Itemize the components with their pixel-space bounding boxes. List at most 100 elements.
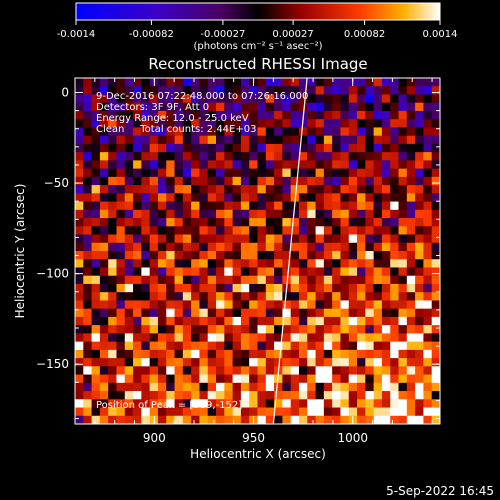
heatmap-cell: [116, 234, 126, 244]
heatmap-cell: [116, 382, 126, 392]
heatmap-cell: [298, 193, 308, 202]
heatmap-cell: [191, 382, 200, 392]
heatmap-cell: [124, 366, 134, 375]
heatmap-cell: [249, 242, 258, 252]
heatmap-cell: [141, 209, 151, 219]
heatmap-cell: [265, 415, 275, 424]
heatmap-cell: [290, 259, 300, 268]
heatmap-cell: [415, 275, 424, 285]
heatmap-cell: [141, 382, 151, 392]
heatmap-cell: [298, 391, 308, 400]
heatmap-cell: [99, 234, 109, 244]
heatmap-cell: [116, 283, 126, 293]
heatmap-cell: [224, 341, 234, 351]
heatmap-cell: [191, 160, 200, 170]
heatmap-cell: [149, 391, 159, 400]
heatmap-cell: [133, 218, 142, 227]
heatmap-cell: [340, 358, 350, 367]
heatmap-cell: [232, 234, 242, 244]
heatmap-cell: [406, 325, 416, 334]
heatmap-cell: [357, 201, 366, 211]
heatmap-cell: [381, 292, 391, 301]
heatmap-cell: [431, 176, 440, 186]
heatmap-cell: [166, 283, 175, 293]
heatmap-cell: [340, 94, 350, 104]
heatmap-cell: [191, 259, 200, 268]
heatmap-cell: [282, 366, 292, 375]
heatmap-cell: [406, 143, 416, 153]
heatmap-cell: [340, 152, 350, 161]
heatmap-cell: [157, 176, 167, 186]
heatmap-cell: [75, 218, 84, 227]
heatmap-cell: [307, 127, 316, 137]
heatmap-cell: [249, 341, 258, 351]
heatmap-cell: [373, 382, 383, 392]
info-clean-counts: Clean Total counts: 2.44E+03: [96, 124, 256, 135]
heatmap-cell: [423, 341, 433, 351]
heatmap-cell: [365, 143, 375, 153]
heatmap-cell: [323, 267, 333, 277]
heatmap-cell: [116, 110, 126, 120]
heatmap-cell: [99, 152, 109, 161]
heatmap-cell: [174, 407, 184, 417]
heatmap-cell: [224, 143, 234, 153]
heatmap-cell: [157, 119, 167, 128]
heatmap-cell: [257, 259, 267, 268]
heatmap-cell: [348, 185, 358, 194]
heatmap-cell: [282, 94, 292, 104]
heatmap-cell: [182, 283, 192, 293]
heatmap-cell: [232, 78, 242, 87]
heatmap-cell: [166, 143, 175, 153]
heatmap-cell: [332, 135, 341, 145]
heatmap-cell: [75, 341, 84, 351]
heatmap-cell: [83, 391, 92, 400]
heatmap-cell: [157, 152, 167, 161]
heatmap-cell: [174, 325, 184, 334]
heatmap-cell: [232, 325, 242, 334]
heatmap-cell: [381, 78, 391, 87]
heatmap-cell: [75, 259, 84, 268]
heatmap-cell: [365, 94, 375, 104]
heatmap-cell: [182, 391, 192, 400]
heatmap-cell: [323, 333, 333, 343]
heatmap-cell: [315, 209, 325, 219]
heatmap-cell: [381, 349, 391, 359]
heatmap-cell: [157, 94, 167, 104]
heatmap-cell: [182, 185, 192, 194]
heatmap-cell: [83, 226, 92, 235]
heatmap-cell: [332, 251, 341, 260]
heatmap-cell: [99, 399, 109, 408]
heatmap-cell: [207, 341, 217, 351]
x-tick-label: 900: [143, 431, 166, 445]
heatmap-cell: [257, 185, 267, 194]
heatmap-cell: [116, 333, 126, 343]
heatmap-cell: [240, 94, 250, 104]
heatmap-cell: [199, 94, 209, 104]
heatmap-cell: [83, 168, 92, 178]
heatmap-cell: [340, 308, 350, 318]
heatmap-cell: [216, 143, 225, 153]
heatmap-cell: [75, 251, 84, 260]
heatmap-cell: [423, 135, 433, 145]
heatmap-cell: [348, 218, 358, 227]
heatmap-cell: [216, 341, 225, 351]
heatmap-cell: [307, 275, 316, 285]
heatmap-cell: [282, 176, 292, 186]
heatmap-cell: [182, 242, 192, 252]
heatmap-cell: [298, 333, 308, 343]
heatmap-cell: [398, 94, 408, 104]
heatmap-cell: [149, 160, 159, 170]
heatmap-cell: [149, 341, 159, 351]
heatmap-cell: [124, 308, 134, 318]
heatmap-cell: [282, 143, 292, 153]
heatmap-cell: [124, 168, 134, 178]
heatmap-cell: [224, 127, 234, 137]
heatmap-cell: [240, 349, 250, 359]
heatmap-cell: [157, 292, 167, 301]
heatmap-cell: [207, 407, 217, 417]
heatmap-cell: [257, 407, 267, 417]
heatmap-cell: [332, 168, 341, 178]
heatmap-cell: [199, 86, 209, 95]
heatmap-cell: [423, 226, 433, 235]
heatmap-cell: [232, 251, 242, 260]
